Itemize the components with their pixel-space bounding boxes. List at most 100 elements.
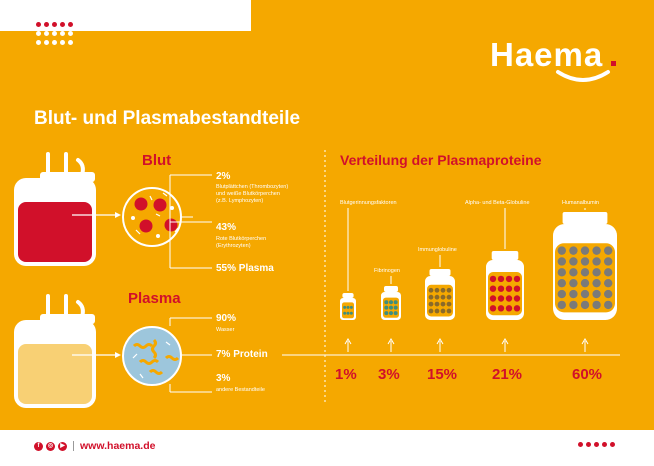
protein-pct: 21%: [492, 366, 523, 383]
protein-dot: [434, 287, 440, 293]
protein-dot: [384, 311, 389, 316]
decor-dot: [60, 22, 65, 27]
protein-dot: [393, 305, 398, 310]
blut-pct-plasma: 55% Plasma: [216, 263, 274, 274]
protein-dot: [497, 285, 505, 292]
protein-dot: [557, 268, 566, 277]
decor-dot: [44, 40, 49, 45]
protein-dot: [434, 301, 440, 307]
protein-dot: [489, 285, 497, 292]
protein-dot: [592, 278, 601, 288]
protein-dot: [428, 294, 434, 300]
protein-dot: [569, 257, 578, 266]
jar-lid: [384, 286, 398, 292]
protein-dot: [349, 305, 353, 309]
protein-dot: [497, 295, 505, 302]
instagram-icon[interactable]: ◎: [46, 441, 55, 451]
protein-dot: [489, 275, 497, 283]
protein-dot: [428, 287, 434, 293]
protein-dot: [489, 295, 497, 302]
haema-logo[interactable]: Haema: [490, 36, 604, 73]
protein-label: Alpha- und Beta-Globuline: [465, 200, 530, 206]
protein-dot: [604, 246, 613, 255]
protein-dot: [446, 308, 452, 314]
protein-dot: [446, 287, 452, 293]
decor-dot: [44, 31, 49, 36]
protein-dot: [569, 246, 578, 255]
protein-dot: [592, 289, 601, 299]
protein-dot: [569, 300, 578, 310]
blut-pct-2: 2%: [216, 171, 231, 182]
decor-dot: [60, 40, 65, 45]
decor-dot: [52, 31, 57, 36]
jar-inner: [488, 272, 522, 316]
decor-dot: [60, 31, 65, 36]
protein-dot: [497, 305, 505, 312]
protein-dot: [513, 305, 521, 312]
blut-pct-43: 43%: [216, 222, 237, 233]
protein-dot: [569, 268, 578, 277]
decorative-dots-top: [36, 22, 76, 52]
decor-dot: [36, 22, 41, 27]
jar-lid: [562, 212, 608, 224]
blood-bag-icon: [14, 152, 96, 266]
blut-desc-2: Blutplättchen (Thrombozyten) und weiße B…: [216, 184, 289, 204]
protein-dot: [557, 278, 566, 288]
jar-lid: [429, 269, 451, 276]
blut-heading: Blut: [142, 152, 172, 169]
plasma-heading: Plasma: [128, 290, 181, 307]
facebook-icon[interactable]: f: [34, 441, 43, 451]
youtube-icon[interactable]: ▶: [58, 441, 67, 451]
protein-dot: [557, 246, 566, 255]
protein-dot: [592, 268, 601, 277]
protein-dot: [592, 257, 601, 266]
decor-dot: [68, 22, 73, 27]
protein-dot: [428, 308, 434, 314]
protein-dot: [446, 301, 452, 307]
arrow-head: [436, 338, 444, 345]
protein-dot: [389, 300, 393, 305]
protein-label: Fibrinogen: [374, 268, 400, 274]
decor-dot: [44, 22, 49, 27]
protein-pct: 15%: [427, 366, 458, 383]
protein-dot: [505, 295, 513, 302]
arrow-head: [501, 338, 509, 345]
decor-dot: [36, 40, 41, 45]
protein-dot: [343, 305, 347, 309]
website-link[interactable]: www.haema.de: [80, 440, 156, 452]
protein-dot: [604, 278, 613, 288]
decor-dot: [594, 442, 599, 447]
protein-dot: [440, 308, 446, 314]
decor-dot: [602, 442, 607, 447]
protein-dot: [604, 300, 613, 310]
protein-dot: [580, 278, 590, 288]
protein-dot: [440, 294, 446, 300]
decor-dot: [52, 22, 57, 27]
jar-lid: [491, 251, 519, 260]
decorative-dots-bottom: [578, 440, 618, 450]
protein-dot: [384, 305, 389, 310]
protein-dot: [580, 268, 590, 277]
plasma-pct-protein: 7% Protein: [216, 349, 268, 360]
protein-dot: [557, 289, 566, 299]
protein-dot: [505, 305, 513, 312]
plasma-desc-90: Wasser: [216, 327, 235, 333]
protein-dot: [393, 300, 398, 305]
top-white-band: [0, 0, 251, 31]
page-title: Blut- und Plasmabestandteile: [34, 108, 301, 129]
protein-dot: [513, 275, 521, 283]
protein-dot: [557, 300, 566, 310]
protein-dot: [489, 305, 497, 312]
verteilung-heading: Verteilung der Plasmaproteine: [340, 152, 542, 168]
jar-inner: [342, 302, 354, 319]
protein-label: Humanalbumin: [562, 200, 599, 206]
jar-lid: [342, 293, 354, 298]
protein-dot: [384, 300, 389, 305]
protein-dot: [440, 287, 446, 293]
plasma-components-circle: [122, 326, 182, 386]
arrow-head: [344, 338, 352, 345]
protein-dot: [557, 257, 566, 266]
protein-dot: [592, 246, 601, 255]
